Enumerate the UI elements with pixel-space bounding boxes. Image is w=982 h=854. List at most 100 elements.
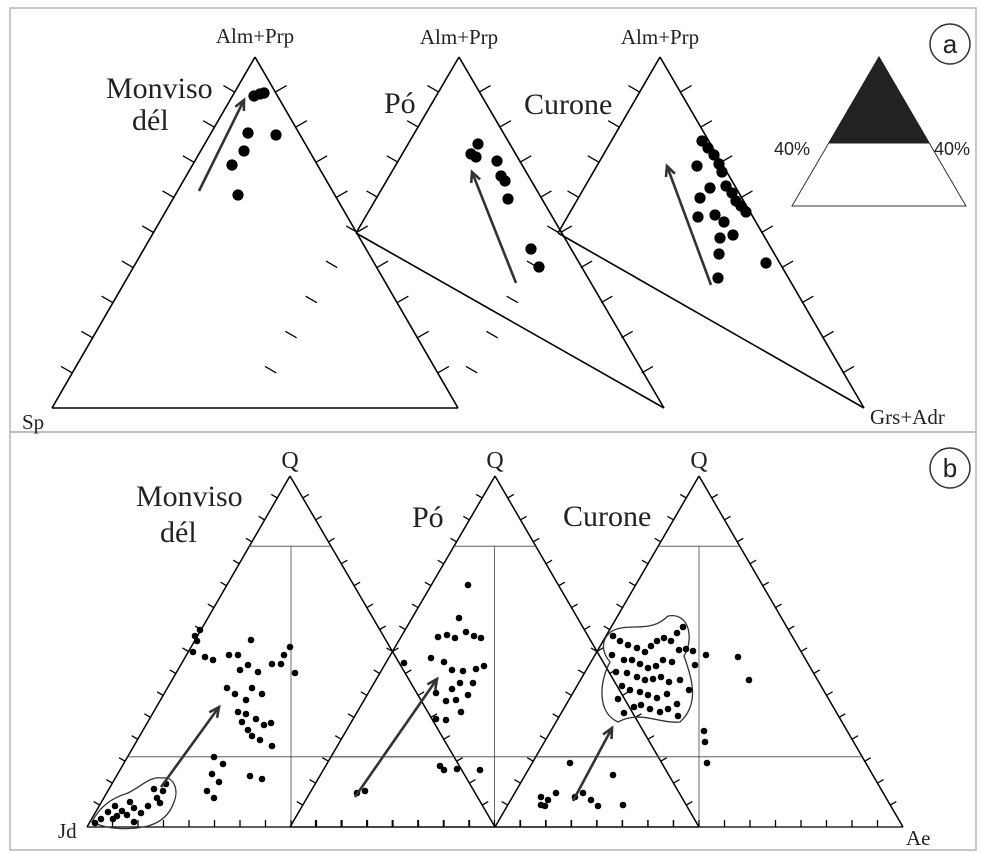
panel-b-data-point — [248, 684, 256, 692]
panel-b-title-curone: Curone — [563, 500, 651, 533]
panel-b-data-point — [277, 660, 285, 668]
panel-b-data-point — [280, 651, 288, 659]
panel-b-data-point — [442, 716, 450, 724]
panel-a-data-point — [709, 209, 721, 221]
panel-a-title-monviso: Monviso dél — [106, 72, 220, 137]
panel-b-data-point — [193, 637, 201, 645]
panel-b-data-point — [646, 705, 654, 713]
left-edge-tick — [514, 779, 521, 784]
panel-b-data-point — [126, 798, 134, 806]
panel-b-data-point — [660, 634, 668, 642]
panel-b-data-point — [609, 632, 617, 640]
panel-b-data-point — [223, 684, 231, 692]
panel-b-frame — [9, 431, 977, 851]
panel-b-data-point — [659, 656, 667, 664]
right-edge-tick — [660, 757, 668, 762]
left-edge-tick — [506, 295, 519, 304]
left-edge-tick — [475, 493, 483, 499]
panel-a-data-point — [226, 159, 238, 171]
panel-b-data-point — [469, 679, 477, 687]
right-edge-tick — [647, 735, 655, 740]
left-edge-tick — [202, 120, 215, 128]
right-edge-tick — [545, 559, 553, 565]
left-edge-tick — [270, 493, 278, 499]
panel-b-data-point — [104, 808, 112, 816]
panel-b-data-point — [668, 658, 676, 666]
panel-b-data-point — [477, 634, 485, 642]
panel-b-data-point — [442, 697, 450, 705]
panel-b-data-point — [674, 712, 682, 720]
panel-a-inset-triangle — [791, 56, 967, 207]
right-edge-tick — [673, 779, 680, 784]
panel-b-data-point — [644, 664, 652, 672]
right-edge-tick — [353, 581, 361, 587]
base-edge — [355, 232, 665, 409]
right-edge-tick — [842, 365, 855, 374]
panel-b-data-point — [203, 787, 211, 795]
left-edge-tick — [322, 757, 329, 762]
left-edge-tick — [628, 581, 636, 587]
panel-b-data-point — [472, 665, 480, 673]
left-edge-tick — [162, 190, 175, 198]
panel-b-data-point — [248, 732, 256, 740]
left-edge-tick — [345, 225, 358, 234]
panel-b-data-point — [268, 742, 276, 750]
right-edge-tick — [437, 365, 450, 374]
left-edge-tick — [539, 735, 547, 740]
left-edge-tick — [105, 779, 113, 784]
panel-b-data-point — [252, 715, 260, 723]
panel-b-data-point — [427, 654, 435, 662]
panel-b-data-point — [476, 766, 484, 774]
left-edge-tick — [386, 155, 399, 163]
panel-b-data-point — [123, 811, 131, 819]
right-edge-tick — [539, 190, 552, 198]
panel-b-data-point — [618, 682, 626, 690]
panel-a-label: a — [943, 29, 958, 59]
right-edge-tick — [404, 669, 412, 674]
right-edge-tick — [762, 581, 770, 587]
panel-b-data-point — [464, 581, 472, 589]
panel-b-arrow-3 — [571, 727, 614, 802]
panel-b-data-point — [587, 796, 595, 804]
panel-b-data-point — [641, 676, 649, 684]
panel-b-diagram-3 — [494, 475, 904, 828]
right-edge-tick — [417, 691, 425, 696]
left-edge-tick — [386, 647, 393, 653]
left-edge-tick — [641, 559, 649, 565]
right-edge-tick — [724, 515, 731, 521]
panel-b-data-point — [111, 802, 119, 810]
panel-b-data-point — [566, 759, 574, 767]
panel-b-data-point — [614, 695, 622, 703]
panel-b-data-point — [537, 793, 545, 801]
panel-b-data-point — [628, 656, 636, 664]
right-edge-tick — [469, 779, 476, 784]
right-edge-tick — [478, 85, 491, 93]
panel-b-data-point — [432, 715, 440, 723]
left-edge-tick — [223, 85, 236, 93]
inset-label-right: 40% — [934, 139, 970, 159]
panel-b-label: b — [943, 453, 957, 483]
right-edge-tick — [838, 713, 846, 718]
panel-a-data-point — [760, 257, 772, 269]
panel-b-data-point — [653, 637, 661, 645]
panel-b-data-point — [189, 648, 197, 656]
panel-b-data-point — [247, 636, 255, 644]
panel-b-data-point — [91, 819, 99, 827]
panel-b-data-point — [268, 660, 276, 668]
panel-a-title-monviso-line1: Monviso — [106, 72, 213, 105]
panel-b-data-point — [225, 651, 233, 659]
left-edge-tick — [285, 330, 297, 339]
right-edge-tick — [580, 260, 593, 269]
left-edge-tick — [450, 537, 457, 543]
panel-b-data-point — [633, 673, 641, 681]
panel-b-data-point — [144, 802, 152, 810]
panel-a-ternary-diagrams — [51, 56, 865, 409]
right-edge-tick — [295, 120, 308, 128]
panel-b-data-point — [636, 688, 644, 696]
panel-b-data-point — [657, 673, 665, 681]
panel-b-data-point — [150, 785, 158, 793]
left-edge-tick — [182, 155, 195, 163]
panel-b-data-point — [673, 629, 681, 637]
right-edge-tick — [571, 603, 578, 609]
panel-b-data-point — [745, 676, 753, 684]
